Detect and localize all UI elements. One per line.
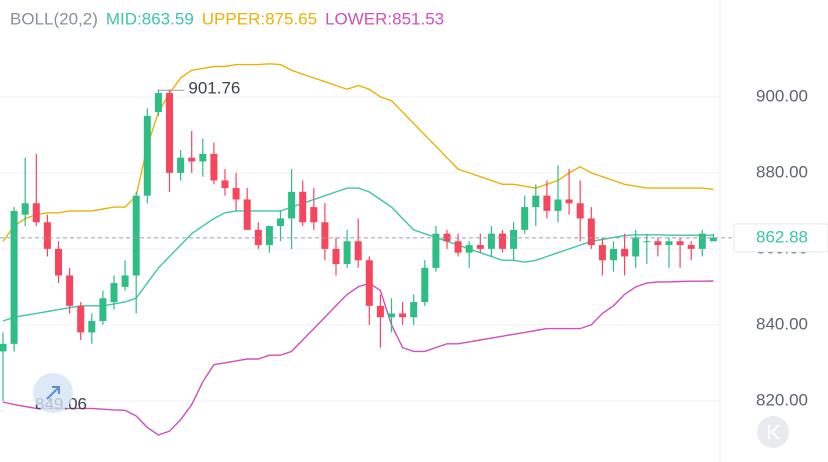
candle-body [32, 203, 40, 223]
candle-body [421, 267, 429, 303]
candle-body [410, 302, 418, 318]
band-line [2, 187, 714, 322]
candle-body [399, 313, 407, 318]
candle-body [510, 229, 518, 249]
candle-body [243, 199, 251, 230]
candle-body [698, 233, 706, 249]
y-tick-label: 820.00 [756, 390, 808, 409]
candle-body [454, 241, 462, 253]
candle-body [499, 233, 506, 249]
last-price-label: 862.88 [756, 227, 808, 246]
candle-body [598, 245, 606, 261]
candle-body [376, 305, 384, 318]
candle-body [277, 218, 284, 227]
candle-body [232, 188, 240, 200]
candle-body [254, 229, 262, 246]
band-line [2, 280, 714, 436]
bands [2, 63, 714, 436]
candle-body [432, 233, 440, 268]
candle-body [299, 191, 307, 223]
candle-body [210, 153, 218, 181]
candle-body [177, 157, 185, 173]
candle-body [443, 233, 451, 242]
candle-body [643, 241, 651, 243]
expand-button[interactable] [33, 373, 73, 413]
candle-body [610, 248, 617, 261]
scroll-icon [767, 424, 780, 440]
candle-body [221, 180, 229, 189]
candle-body [288, 191, 296, 219]
candle-body [543, 195, 551, 211]
y-tick-label: 900.00 [756, 86, 808, 105]
band-line [2, 63, 714, 242]
candle-body [465, 245, 473, 253]
candle-body [388, 313, 395, 318]
candle-body [587, 218, 595, 246]
candle-body [99, 298, 107, 322]
candle-body [55, 248, 62, 276]
candle-body [143, 115, 151, 196]
candles [0, 89, 717, 401]
candle-body [521, 207, 529, 230]
candle-body [110, 283, 118, 303]
legend: BOLL(20,2) MID:863.59 UPPER:875.65 LOWER:8… [10, 9, 444, 28]
candle-body [565, 199, 573, 204]
candle-body [687, 245, 695, 249]
overlay: 901.76849.06862.88 [0, 79, 828, 413]
candle-body [0, 343, 7, 352]
candle-body [265, 226, 273, 246]
candle-body [321, 222, 329, 249]
candle-body [77, 305, 85, 333]
candle-body [354, 241, 362, 261]
candle-body [487, 233, 495, 249]
candle-body [709, 237, 717, 242]
candle-body [88, 321, 96, 333]
candle-body [332, 248, 340, 265]
candle-body [121, 275, 129, 287]
candle-body [621, 248, 629, 257]
candle-body [365, 260, 373, 306]
y-tick-label: 840.00 [756, 314, 808, 333]
candle-body [532, 195, 540, 208]
expand-icon [46, 386, 60, 400]
candle-body [310, 207, 318, 223]
candle-body [576, 203, 584, 219]
legend-entry: UPPER:875.65 [202, 9, 317, 28]
candle-body [199, 153, 207, 162]
indicator-title: BOLL(20,2) [10, 9, 98, 28]
candle-body [66, 275, 74, 306]
candle-body [343, 241, 351, 265]
last-price-box [733, 223, 828, 253]
candle-body [654, 241, 662, 246]
high-marker-label: 901.76 [188, 79, 240, 98]
candle-body [10, 210, 18, 344]
candle-body [632, 237, 640, 257]
candle-body [43, 222, 51, 249]
candle-body [188, 157, 196, 162]
candle-body [154, 93, 162, 113]
y-tick-label: 880.00 [756, 162, 808, 181]
candle-body [554, 199, 562, 211]
candle-body [676, 241, 684, 246]
candle-body [21, 203, 29, 215]
candle-body [166, 93, 173, 173]
legend-entry: LOWER:851.53 [325, 9, 444, 28]
legend-entry: MID:863.59 [106, 9, 194, 28]
scroll-latest-button[interactable] [757, 416, 789, 448]
candle-body [665, 241, 673, 246]
candle-body [132, 195, 140, 276]
candle-body [476, 245, 484, 249]
